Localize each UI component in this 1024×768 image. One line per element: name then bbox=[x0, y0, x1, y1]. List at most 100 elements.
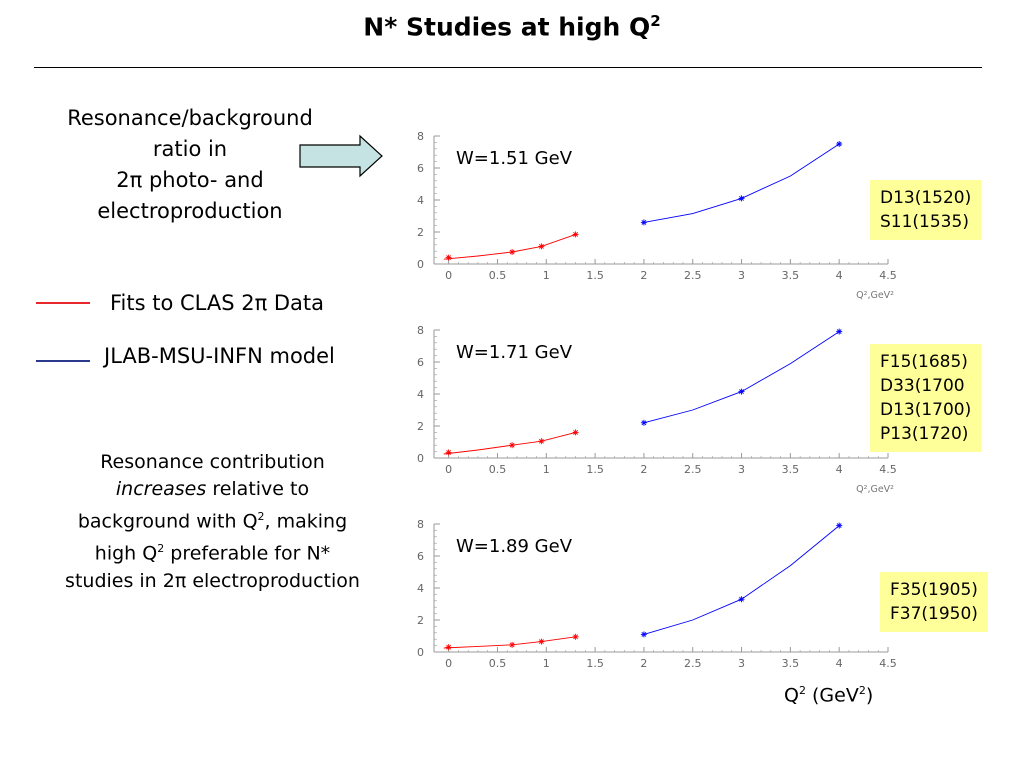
x-tick-label: 4.5 bbox=[879, 269, 897, 282]
chart-panel-3: 0 0.5 1 1.5 2 2.5 3 3.5 4 4.5 0 2 4 6 8 W=1.89 GeV bbox=[400, 512, 920, 672]
description-line: ratio in bbox=[152, 137, 228, 161]
chart-title: W=1.89 GeV bbox=[456, 536, 573, 557]
resonance-box-3: F35(1905) F37(1950) bbox=[880, 572, 988, 632]
note-line: increases relative to bbox=[40, 476, 385, 503]
y-tick-label: 0 bbox=[417, 452, 424, 465]
point-stroke bbox=[836, 141, 842, 147]
slide-title: N* Studies at high Q2 bbox=[0, 12, 1024, 41]
y-tick-label: 0 bbox=[417, 646, 424, 659]
data-point bbox=[836, 141, 843, 147]
x-tick-label: 2.5 bbox=[684, 657, 702, 670]
resonance-box-2: F15(1685) D33(1700 D13(1700) P13(1720) bbox=[870, 344, 982, 452]
note-span: background with Q bbox=[77, 510, 258, 533]
point-stroke bbox=[739, 195, 744, 201]
x-tick-label: 4 bbox=[836, 463, 843, 476]
description-line: electroproduction bbox=[97, 199, 283, 223]
point-stroke bbox=[446, 255, 452, 261]
legend-label: JLAB-MSU-INFN model bbox=[104, 344, 335, 368]
x-tick-label: 2 bbox=[640, 269, 647, 282]
caption-q: Q bbox=[784, 684, 799, 707]
resonance-label: F15(1685) bbox=[880, 352, 968, 372]
note-span: , making bbox=[264, 510, 348, 533]
x-tick-label: 3 bbox=[738, 463, 745, 476]
resonance-label: D13(1520) bbox=[880, 188, 972, 208]
point-stroke bbox=[509, 249, 515, 255]
slide-title-superscript: 2 bbox=[650, 12, 661, 30]
x-tick-label: 1.5 bbox=[586, 657, 604, 670]
y-tick-label: 2 bbox=[417, 614, 424, 627]
legend-swatch-red bbox=[36, 302, 90, 304]
resonance-label: P13(1720) bbox=[880, 424, 969, 444]
point-stroke bbox=[538, 243, 544, 249]
note-line: studies in 2π electroproduction bbox=[65, 569, 360, 592]
data-point bbox=[445, 254, 452, 261]
y-tick-label: 2 bbox=[417, 420, 424, 433]
data-point bbox=[538, 638, 545, 645]
series-line bbox=[643, 525, 840, 635]
resonance-box-1: D13(1520) S11(1535) bbox=[870, 180, 982, 240]
x-tick-label: 1.5 bbox=[586, 269, 604, 282]
y-tick-label: 4 bbox=[417, 388, 424, 401]
note-superscript: 2 bbox=[157, 542, 165, 556]
y-tick-label: 2 bbox=[417, 226, 424, 239]
y-tick-label: 4 bbox=[417, 582, 424, 595]
x-tick-label: 2.5 bbox=[684, 269, 702, 282]
data-point bbox=[572, 231, 579, 238]
description-line: 2π photo- and bbox=[116, 168, 264, 192]
x-tick-label: 3 bbox=[738, 269, 745, 282]
caption-unit: (GeV bbox=[805, 684, 859, 707]
data-point bbox=[572, 633, 579, 640]
note-span: relative to bbox=[206, 478, 310, 500]
data-point bbox=[538, 243, 545, 250]
resonance-label: D33(1700 bbox=[880, 376, 965, 396]
data-point bbox=[445, 644, 452, 651]
y-tick-label: 0 bbox=[417, 258, 424, 271]
x-tick-label: 0 bbox=[445, 657, 452, 670]
data-point bbox=[640, 419, 647, 426]
right-arrow-icon bbox=[299, 134, 383, 178]
resonance-label: F37(1950) bbox=[890, 604, 978, 624]
x-tick-label: 1 bbox=[543, 269, 550, 282]
data-point bbox=[738, 596, 745, 603]
y-tick-label: 4 bbox=[417, 194, 424, 207]
point-stroke bbox=[739, 596, 744, 602]
note-span: high Q bbox=[94, 542, 158, 565]
y-tick-label: 6 bbox=[417, 356, 424, 369]
legend-swatch-blue bbox=[36, 360, 90, 362]
series-line bbox=[443, 233, 576, 260]
note-emphasis: increases bbox=[115, 478, 207, 500]
caption-superscript: 2 bbox=[798, 684, 806, 697]
x-tick-label: 4 bbox=[836, 269, 843, 282]
x-tick-label: 0.5 bbox=[489, 657, 507, 670]
chart-w189: 0 0.5 1 1.5 2 2.5 3 3.5 4 4.5 0 2 4 6 8 W=1.89 GeV bbox=[417, 518, 897, 670]
x-tick-label: 0 bbox=[445, 269, 452, 282]
point-stroke bbox=[538, 438, 544, 444]
x-tick-label: 0.5 bbox=[489, 463, 507, 476]
series-line bbox=[643, 143, 840, 223]
point-stroke bbox=[573, 634, 579, 640]
note-span: preferable for N* bbox=[164, 542, 331, 565]
point-stroke bbox=[573, 231, 579, 237]
y-tick-label: 8 bbox=[417, 324, 424, 337]
data-point bbox=[640, 219, 647, 226]
note-line: Resonance contribution bbox=[100, 451, 325, 473]
point-stroke bbox=[739, 389, 744, 395]
data-point bbox=[738, 388, 745, 395]
point-stroke bbox=[509, 442, 515, 448]
point-stroke bbox=[446, 644, 452, 650]
point-stroke bbox=[641, 420, 647, 426]
note-superscript: 2 bbox=[257, 510, 265, 523]
x-tick-label: 0 bbox=[445, 463, 452, 476]
caption-unit-close: ) bbox=[865, 684, 874, 707]
y-tick-label: 6 bbox=[417, 550, 424, 563]
x-tick-label: 3.5 bbox=[782, 269, 800, 282]
data-point bbox=[640, 631, 647, 638]
series-line bbox=[443, 636, 576, 649]
x-tick-label: 0.5 bbox=[489, 269, 507, 282]
point-stroke bbox=[573, 429, 579, 435]
resonance-label: F35(1905) bbox=[890, 580, 978, 600]
data-point bbox=[509, 442, 516, 449]
x-tick-label: 1 bbox=[543, 657, 550, 670]
x-tick-label: 1.5 bbox=[586, 463, 604, 476]
resonance-label: S11(1535) bbox=[880, 212, 969, 232]
